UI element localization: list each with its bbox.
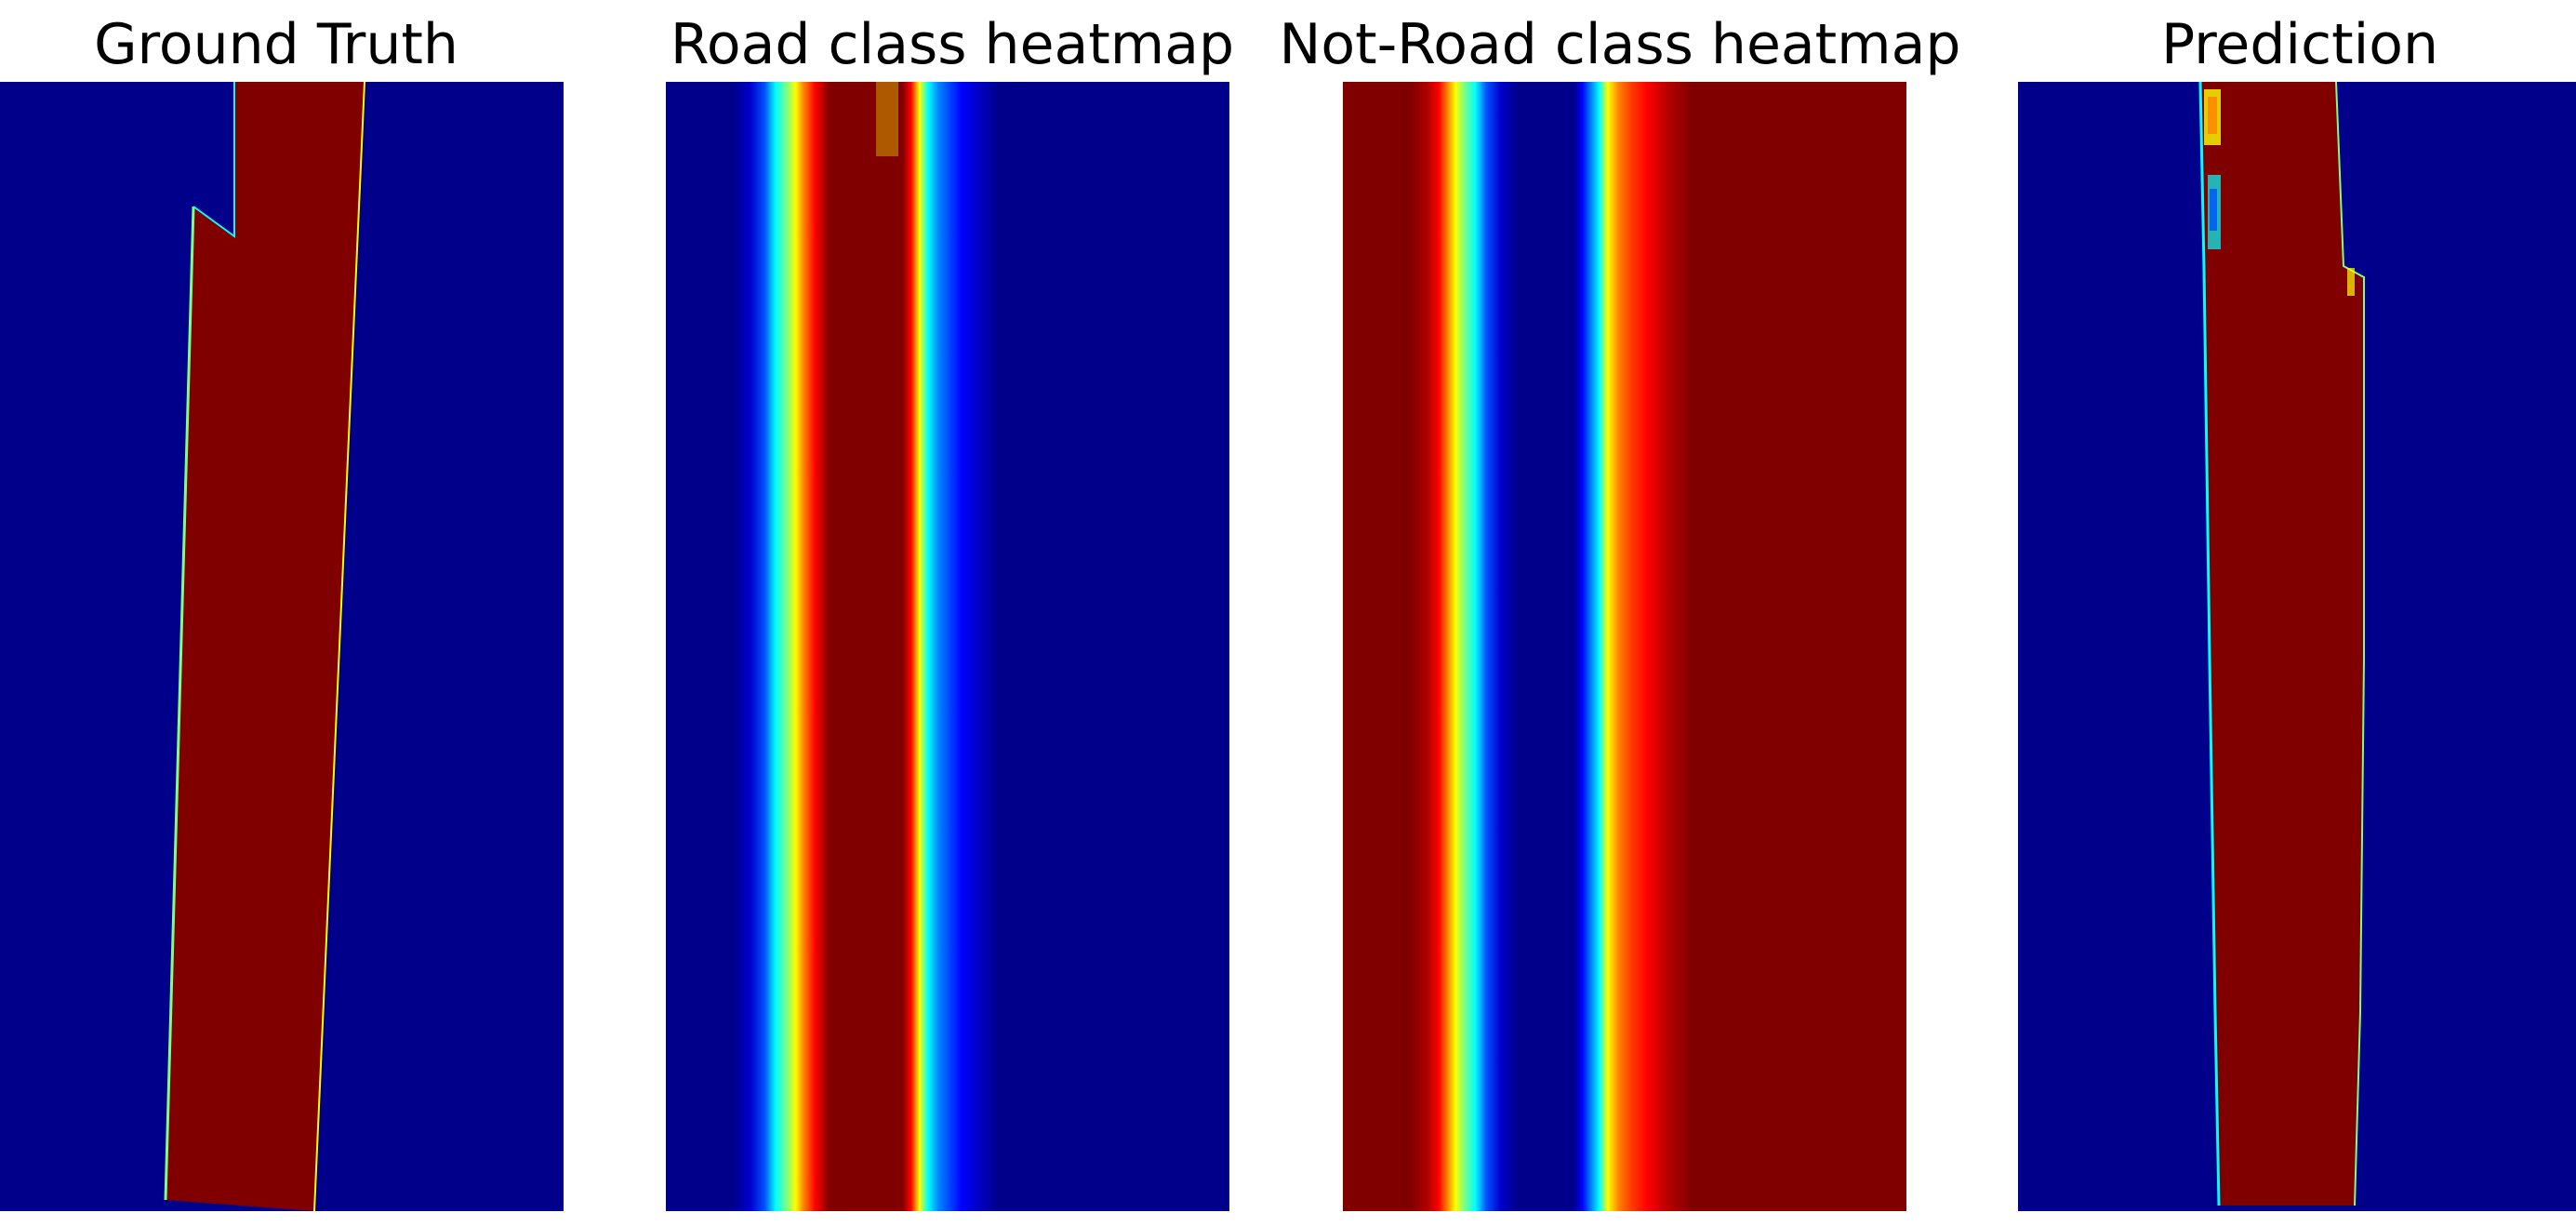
prediction-left-edge [2198,82,2221,1206]
prediction-noise-top-orange [2208,97,2217,134]
prediction-noise-blue [2210,189,2217,231]
ground-truth-notch-edge [193,82,235,238]
ground-truth-image [0,82,564,1211]
prediction-road-region [2200,82,2364,1206]
panel-title-not-road-heatmap: Not-Road class heatmap [1279,12,1961,77]
not-road-heatmap-image [1343,82,1906,1211]
road-heatmap-image [666,82,1229,1211]
ground-truth-left-edge [164,206,195,1201]
panel-title-ground-truth: Ground Truth [94,12,458,77]
prediction-right-edge [2335,82,2365,1206]
prediction-image [2018,82,2576,1211]
prediction-noise-right [2347,268,2355,296]
ground-truth-road-region [166,82,365,1211]
ground-truth-right-edge [313,82,365,1211]
panel-title-prediction: Prediction [2160,12,2439,77]
panel-title-road-heatmap: Road class heatmap [670,12,1235,77]
road-heatmap-field [666,82,1229,1211]
not-road-heatmap-field [1343,82,1906,1211]
road-heatmap-bright-core-top [876,82,898,156]
